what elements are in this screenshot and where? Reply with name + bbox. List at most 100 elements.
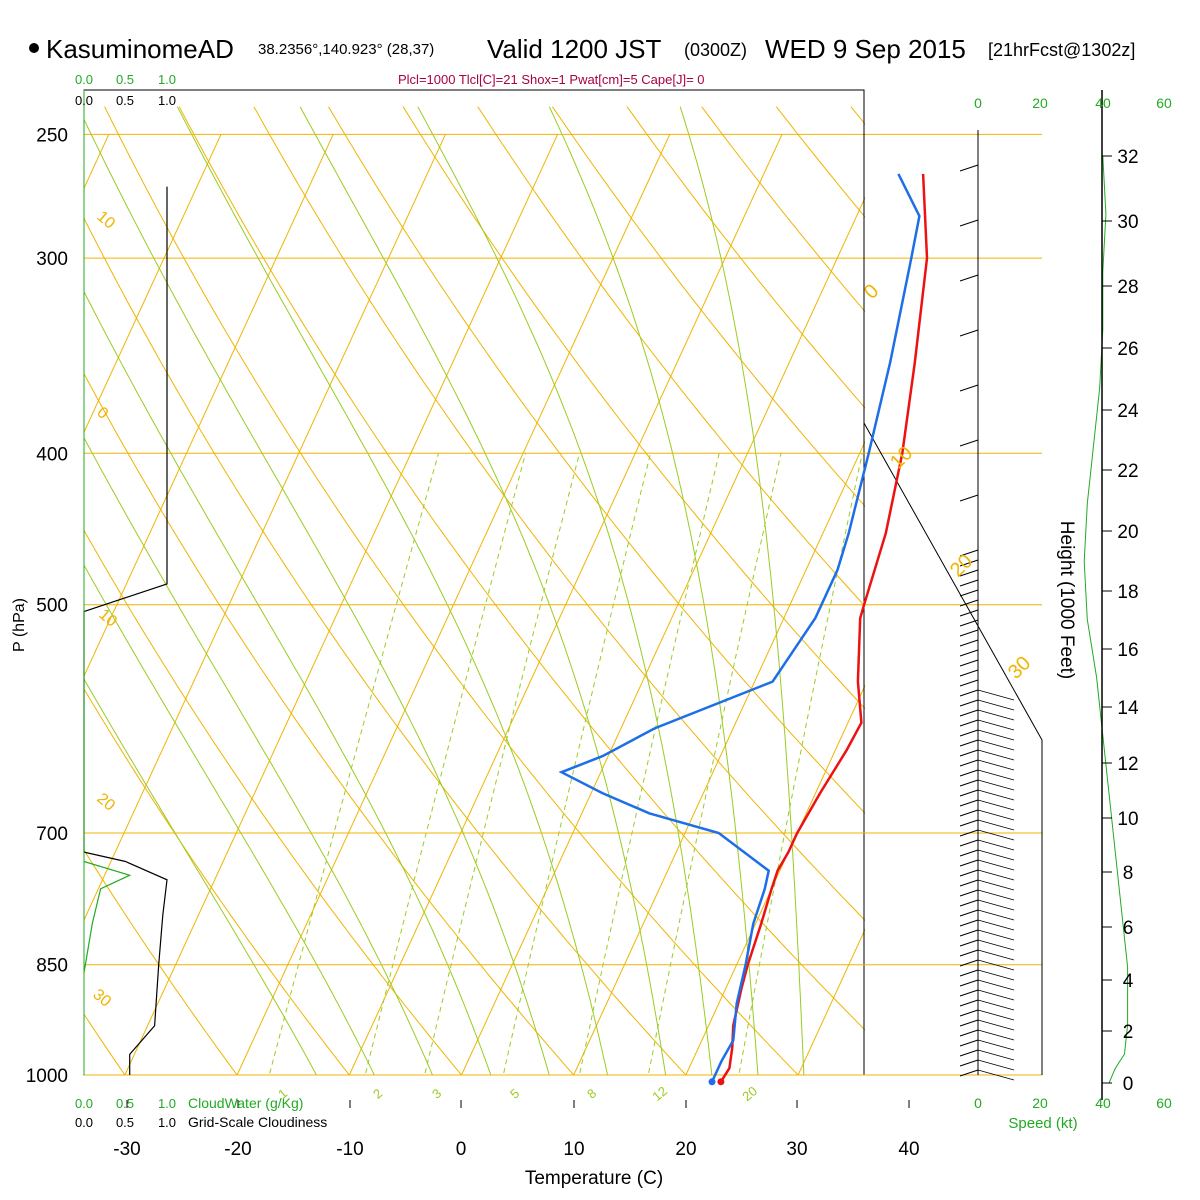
wind-barb-shaft bbox=[977, 899, 1015, 911]
dry-adiabat-line bbox=[178, 106, 865, 1031]
cloudwater-label: CloudWater (g/Kg) bbox=[188, 1095, 303, 1111]
dry-adiabat-line bbox=[253, 106, 865, 922]
speed-tick-label-top: 0 bbox=[974, 95, 982, 111]
dry-adiabat-line bbox=[84, 372, 575, 1075]
x-axis-label: Temperature (C) bbox=[525, 1168, 663, 1189]
plot-frame bbox=[83, 89, 865, 1076]
height-tick-label: 28 bbox=[1117, 277, 1138, 298]
pressure-tick-label: 1000 bbox=[26, 1066, 68, 1087]
wind-barb-shaft bbox=[977, 939, 1015, 951]
wind-barb-shaft bbox=[977, 1039, 1015, 1051]
wind-barb bbox=[959, 779, 979, 787]
y-axis-label: P (hPa) bbox=[11, 598, 28, 652]
wind-barb bbox=[959, 929, 979, 937]
station-name: KasuminomeAD bbox=[46, 34, 234, 64]
height-tick-label: 6 bbox=[1123, 918, 1134, 939]
wind-barb bbox=[959, 869, 979, 877]
wind-barb bbox=[959, 559, 979, 567]
isotherm-label: 10 bbox=[886, 442, 917, 473]
wind-barb bbox=[959, 769, 979, 777]
wind-barb bbox=[959, 619, 979, 627]
pressure-tick-label: 400 bbox=[36, 444, 68, 465]
utc-time: (0300Z) bbox=[684, 40, 747, 60]
wind-barb bbox=[959, 569, 979, 577]
wind-barb bbox=[959, 549, 979, 557]
wind-barb bbox=[959, 699, 979, 707]
mixing-ratio-label: 3 bbox=[429, 1086, 444, 1102]
height-tick-label: 2 bbox=[1123, 1022, 1134, 1043]
wind-barb bbox=[959, 639, 979, 647]
wind-barb-shaft bbox=[977, 729, 1015, 741]
moist-adiabat-line bbox=[548, 106, 759, 1075]
wind-barb-shaft bbox=[977, 819, 1015, 831]
wind-barb-shaft bbox=[977, 1019, 1015, 1031]
wind-barb bbox=[959, 164, 979, 172]
cloudwater-tick-label-top: 1.0 bbox=[158, 72, 176, 87]
temperature-tick-label: 20 bbox=[675, 1139, 696, 1160]
wind-barb-shaft bbox=[977, 779, 1015, 791]
wind-barb bbox=[959, 599, 979, 607]
wind-barb bbox=[959, 809, 979, 817]
cloudiness-tick-label-top: 0.5 bbox=[116, 93, 134, 108]
dry-adiabat-line bbox=[1149, 107, 1200, 1108]
wind-barb-shaft bbox=[977, 829, 1015, 841]
dry-adiabat-line bbox=[1075, 107, 1200, 1108]
mixing-ratio-line bbox=[268, 453, 439, 1075]
wind-speed-panel bbox=[863, 90, 1129, 1084]
dry-adiabat-line bbox=[551, 106, 865, 507]
moist-adiabat-line bbox=[176, 106, 609, 1075]
wind-barb-shaft bbox=[977, 929, 1015, 941]
speed-tick-label-top: 20 bbox=[1032, 95, 1048, 111]
mixing-ratio-label: 5 bbox=[507, 1086, 522, 1102]
cloudwater-tick-label-bottom: 0.0 bbox=[75, 1096, 93, 1111]
moist-adiabat-line bbox=[417, 106, 713, 1075]
height-tick-label: 30 bbox=[1117, 212, 1138, 233]
dry-adiabat-label: 10 bbox=[95, 606, 120, 631]
mixing-ratio-label: 8 bbox=[584, 1086, 599, 1102]
mixing-ratio-line bbox=[364, 453, 527, 1075]
wind-speed-curve bbox=[1083, 155, 1129, 1084]
wind-barb-shaft bbox=[977, 1009, 1015, 1021]
speed-tick-label-bottom: 20 bbox=[1032, 1095, 1048, 1111]
height-tick-label: 14 bbox=[1117, 698, 1139, 719]
wind-barb bbox=[959, 959, 979, 967]
height-tick-label: 16 bbox=[1117, 640, 1138, 661]
wind-barb bbox=[959, 919, 979, 927]
cloudiness-curve bbox=[83, 186, 168, 1075]
wind-barb bbox=[959, 889, 979, 897]
wind-barb bbox=[959, 729, 979, 737]
mixing-ratio-label: 2 bbox=[370, 1086, 385, 1102]
valid-date: WED 9 Sep 2015 bbox=[765, 34, 966, 64]
background-lines bbox=[84, 106, 1200, 1108]
wind-barb bbox=[959, 799, 979, 807]
temperature-axis: -30 -20 -10 0 10 20 30 40 bbox=[113, 1100, 920, 1160]
wind-barb-shaft bbox=[977, 909, 1015, 921]
wind-barb bbox=[959, 669, 979, 677]
height-tick-label: 24 bbox=[1117, 401, 1139, 422]
cloud-panel: 0.0 0.0 0.0 0.0 0.5 0.5 0.5 0.5 1.0 1.0 1.0 1.0 bbox=[75, 72, 176, 1130]
isobars bbox=[84, 133, 1042, 1076]
dry-adiabat-label: 20 bbox=[93, 790, 118, 815]
dewpoint-surface-point bbox=[708, 1078, 716, 1086]
moist-adiabat-line bbox=[84, 118, 550, 1075]
station-marker-icon bbox=[29, 43, 39, 53]
wind-barb-shaft bbox=[977, 1069, 1015, 1081]
temperature-tick-label: 40 bbox=[898, 1139, 919, 1160]
wind-barb bbox=[959, 839, 979, 847]
cloudiness-tick-label-top: 0.0 bbox=[75, 93, 93, 108]
isotherm-line bbox=[1135, 134, 1200, 1075]
wind-barb-shaft bbox=[977, 719, 1015, 731]
dewpoint-profile bbox=[558, 173, 921, 1083]
wind-barb bbox=[959, 494, 979, 502]
wind-barb-shaft bbox=[977, 689, 1015, 701]
speed-tick-label-top: 60 bbox=[1156, 95, 1172, 111]
wind-barb bbox=[959, 1059, 979, 1067]
wind-barb bbox=[959, 329, 979, 337]
wind-barb bbox=[959, 1049, 979, 1057]
wind-barb-shaft bbox=[977, 979, 1015, 991]
moist-adiabat-line bbox=[679, 106, 805, 1075]
wind-barb bbox=[959, 749, 979, 757]
sounding-indices: Plcl=1000 Tlcl[C]=21 Shox=1 Pwat[cm]=5 C… bbox=[398, 72, 705, 87]
dry-adiabat-line bbox=[84, 529, 463, 1075]
wind-barb bbox=[959, 789, 979, 797]
